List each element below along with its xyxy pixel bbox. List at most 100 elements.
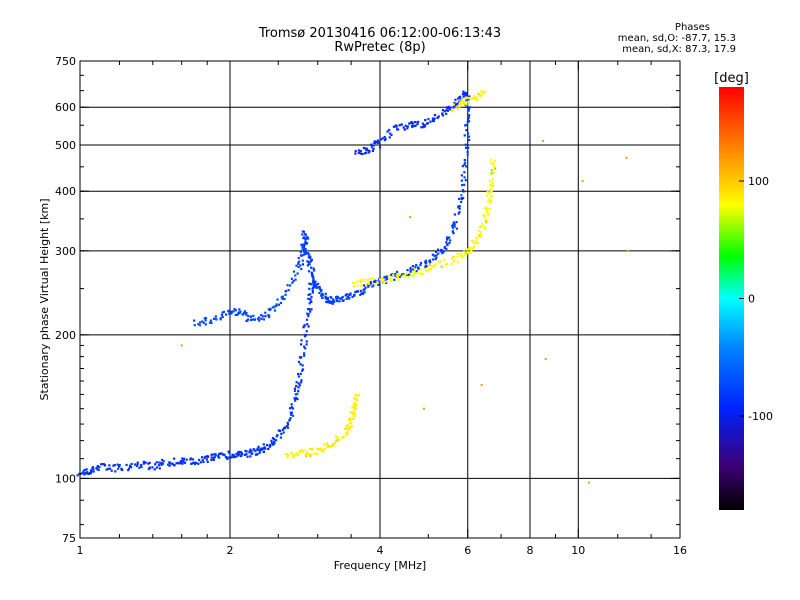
data-point xyxy=(335,297,338,300)
data-point xyxy=(269,308,272,312)
data-point xyxy=(189,457,192,460)
data-point xyxy=(308,287,311,290)
data-point xyxy=(489,183,492,186)
data-point xyxy=(581,180,584,183)
data-point xyxy=(309,256,312,260)
data-point xyxy=(213,456,216,459)
data-point xyxy=(305,252,308,255)
x-tick-label: 8 xyxy=(527,544,534,557)
data-point xyxy=(303,324,306,327)
data-point xyxy=(140,465,143,468)
data-point xyxy=(381,279,385,282)
data-point xyxy=(346,295,350,298)
data-point xyxy=(297,256,300,260)
y-tick-label: 750 xyxy=(55,55,76,68)
data-point xyxy=(420,126,423,129)
data-point xyxy=(461,93,465,96)
data-point xyxy=(311,275,315,278)
data-point xyxy=(301,368,305,371)
data-point xyxy=(445,262,448,265)
data-point xyxy=(221,453,224,456)
data-point xyxy=(452,103,455,106)
data-point xyxy=(411,125,414,129)
data-point xyxy=(236,313,239,316)
data-point xyxy=(376,139,379,142)
data-point xyxy=(331,444,334,448)
series-o-mode-second-hop xyxy=(354,90,468,156)
data-point xyxy=(465,99,468,102)
data-point xyxy=(315,284,318,287)
y-tick-label: 400 xyxy=(55,185,76,198)
data-point xyxy=(257,445,260,448)
data-point xyxy=(486,190,489,194)
data-point xyxy=(154,463,157,466)
data-point xyxy=(83,468,86,472)
data-point xyxy=(452,260,455,263)
data-point xyxy=(299,264,302,267)
data-point xyxy=(237,450,241,453)
data-point xyxy=(352,403,356,407)
data-point xyxy=(349,422,352,425)
data-point xyxy=(384,280,387,283)
data-point xyxy=(460,253,463,256)
data-point xyxy=(301,259,304,262)
data-point xyxy=(490,190,493,193)
data-point xyxy=(412,274,415,277)
data-point xyxy=(490,169,493,172)
data-point xyxy=(354,152,357,155)
data-point xyxy=(363,288,366,291)
data-point xyxy=(298,449,301,453)
data-point xyxy=(303,250,306,253)
data-point xyxy=(432,119,435,122)
data-point xyxy=(262,447,265,450)
data-point xyxy=(302,237,305,240)
data-point xyxy=(422,126,425,129)
data-point xyxy=(198,458,201,462)
data-point xyxy=(323,447,326,451)
data-point xyxy=(475,240,478,243)
data-point xyxy=(307,308,310,311)
data-point xyxy=(297,382,300,385)
data-point xyxy=(467,116,470,119)
data-point xyxy=(458,101,461,104)
data-point xyxy=(392,125,395,128)
data-point xyxy=(452,221,455,224)
data-point xyxy=(182,457,186,460)
data-point xyxy=(364,286,367,289)
data-point xyxy=(227,450,230,453)
data-point xyxy=(234,309,237,312)
series-x-mode-upper-trace xyxy=(351,158,497,288)
data-point xyxy=(356,280,359,283)
data-point xyxy=(195,461,198,464)
data-point xyxy=(201,320,204,323)
data-point xyxy=(301,364,304,367)
data-point xyxy=(474,95,477,99)
data-point xyxy=(245,313,248,316)
data-point xyxy=(458,103,462,106)
data-point xyxy=(463,92,466,95)
data-point xyxy=(168,461,171,464)
data-point xyxy=(160,463,163,466)
data-point xyxy=(305,318,309,321)
data-point xyxy=(235,452,238,455)
data-point xyxy=(486,207,489,211)
data-point xyxy=(332,300,336,304)
data-point xyxy=(121,468,124,472)
data-point xyxy=(290,413,293,416)
data-point xyxy=(372,147,375,150)
data-point xyxy=(295,381,298,384)
data-point xyxy=(354,393,358,397)
data-point xyxy=(463,101,466,104)
data-point xyxy=(490,162,493,165)
data-point xyxy=(354,413,357,416)
data-point xyxy=(261,315,264,318)
data-point xyxy=(349,419,352,422)
data-point xyxy=(466,248,470,251)
data-point xyxy=(113,463,116,467)
data-point xyxy=(142,460,145,463)
data-point xyxy=(305,312,309,315)
y-tick-label: 300 xyxy=(55,245,76,258)
data-point xyxy=(343,427,347,430)
data-point xyxy=(312,278,315,281)
